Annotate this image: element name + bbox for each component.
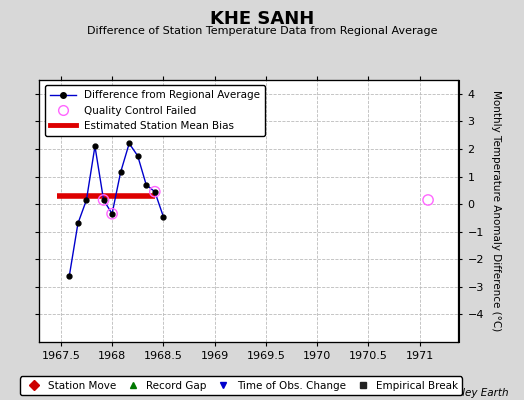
Text: Berkeley Earth: Berkeley Earth [432,388,508,398]
Legend: Difference from Regional Average, Quality Control Failed, Estimated Station Mean: Difference from Regional Average, Qualit… [45,85,265,136]
Point [108,210,116,217]
Y-axis label: Monthly Temperature Anomaly Difference (°C): Monthly Temperature Anomaly Difference (… [490,90,501,332]
Legend: Station Move, Record Gap, Time of Obs. Change, Empirical Break: Station Move, Record Gap, Time of Obs. C… [20,376,462,395]
Text: Difference of Station Temperature Data from Regional Average: Difference of Station Temperature Data f… [87,26,437,36]
Point [150,188,159,195]
Point [100,197,108,203]
Text: KHE SANH: KHE SANH [210,10,314,28]
Point [424,197,432,203]
